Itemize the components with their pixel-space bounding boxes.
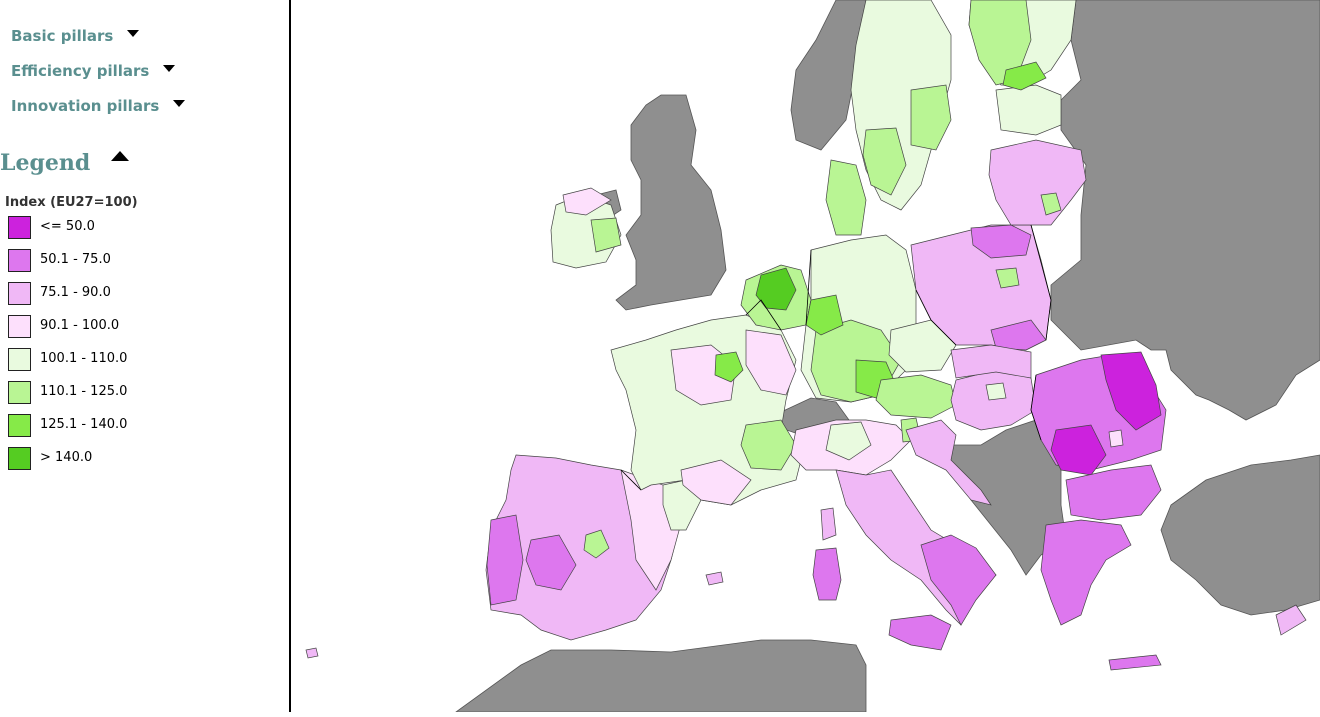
- region-baltics[interactable]: [988, 139, 1087, 226]
- legend-swatch: [8, 414, 31, 437]
- region-dublin[interactable]: [590, 217, 622, 253]
- region-vilnius[interactable]: [1040, 192, 1062, 216]
- region-france-south[interactable]: [680, 459, 752, 506]
- region-sweden-south[interactable]: [862, 127, 907, 196]
- border-line: [1030, 374, 1042, 441]
- region-budapest[interactable]: [985, 382, 1007, 401]
- region-crete[interactable]: [1108, 654, 1162, 671]
- region-balearic[interactable]: [705, 571, 724, 586]
- legend-item-label: 50.1 - 75.0: [40, 252, 111, 267]
- chevron-down-icon: [173, 100, 186, 107]
- region-madrid[interactable]: [583, 529, 610, 559]
- legend-item-label: 100.1 - 110.0: [40, 351, 128, 366]
- border-line: [915, 289, 957, 346]
- region-jutland[interactable]: [825, 159, 867, 236]
- north-africa-land: [455, 639, 867, 712]
- legend-swatch: [8, 216, 31, 239]
- panel-divider: [289, 0, 291, 712]
- region-ireland-north[interactable]: [562, 187, 612, 216]
- region-netherlands-core[interactable]: [755, 267, 797, 311]
- menu-basic-pillars-label: Basic pillars: [11, 27, 114, 45]
- menu-innovation-pillars-label: Innovation pillars: [11, 97, 160, 115]
- region-romania-ne[interactable]: [1100, 351, 1162, 431]
- region-milan[interactable]: [825, 421, 872, 461]
- region-greece[interactable]: [1040, 519, 1132, 626]
- europe-map[interactable]: [291, 0, 1320, 712]
- border-line: [620, 469, 642, 491]
- legend-title: Legend: [0, 150, 91, 176]
- region-corsica[interactable]: [820, 507, 837, 541]
- region-portugal[interactable]: [486, 514, 524, 606]
- legend-swatch: [8, 381, 31, 404]
- region-cyprus[interactable]: [1275, 604, 1307, 636]
- region-poland-east[interactable]: [990, 319, 1047, 351]
- region-helsinki[interactable]: [1002, 61, 1047, 91]
- legend-subtitle: Index (EU27=100): [5, 195, 138, 210]
- menu-basic-pillars[interactable]: Basic pillars: [11, 27, 140, 45]
- menu-efficiency-pillars[interactable]: Efficiency pillars: [11, 62, 176, 80]
- legend-item-label: 125.1 - 140.0: [40, 417, 128, 432]
- legend-swatch: [8, 315, 31, 338]
- region-sweden-north[interactable]: [910, 84, 952, 151]
- legend-item-label: 110.1 - 125.0: [40, 384, 128, 399]
- menu-innovation-pillars[interactable]: Innovation pillars: [11, 97, 186, 115]
- region-rhein-ruhr[interactable]: [805, 294, 844, 336]
- legend-swatch: [8, 282, 31, 305]
- region-extremadura[interactable]: [525, 534, 577, 591]
- region-ile-de-france[interactable]: [714, 351, 744, 383]
- region-sardinia[interactable]: [812, 547, 842, 601]
- region-slovakia[interactable]: [950, 344, 1032, 379]
- legend-item-label: 75.1 - 90.0: [40, 285, 111, 300]
- region-france-east[interactable]: [745, 329, 797, 396]
- border-line: [745, 299, 782, 331]
- region-sicily[interactable]: [888, 614, 952, 651]
- legend-swatch: [8, 249, 31, 272]
- chevron-down-icon: [163, 65, 176, 72]
- legend-item-label: 90.1 - 100.0: [40, 318, 120, 333]
- legend-swatch: [8, 348, 31, 371]
- map-panel[interactable]: [291, 0, 1320, 712]
- region-rhone-alpes[interactable]: [740, 419, 797, 471]
- region-italy-south[interactable]: [920, 534, 997, 626]
- region-warsaw[interactable]: [995, 267, 1020, 289]
- sidebar: Basic pillars Efficiency pillars Innovat…: [0, 0, 290, 717]
- chevron-up-icon[interactable]: [111, 151, 129, 161]
- border-line: [1030, 224, 1052, 341]
- region-bulgaria[interactable]: [1065, 464, 1162, 521]
- legend-item-label: <= 50.0: [40, 219, 95, 234]
- region-slovenia-croatia[interactable]: [905, 419, 992, 506]
- region-estonia[interactable]: [995, 84, 1062, 136]
- legend-swatch: [8, 447, 31, 470]
- menu-efficiency-pillars-label: Efficiency pillars: [11, 62, 150, 80]
- region-canary[interactable]: [305, 647, 319, 659]
- region-austria[interactable]: [875, 374, 957, 419]
- uk-land: [615, 94, 727, 311]
- region-bucharest[interactable]: [1108, 429, 1124, 448]
- legend-item-label: > 140.0: [40, 450, 93, 465]
- chevron-down-icon: [127, 30, 140, 37]
- border-line: [805, 249, 812, 326]
